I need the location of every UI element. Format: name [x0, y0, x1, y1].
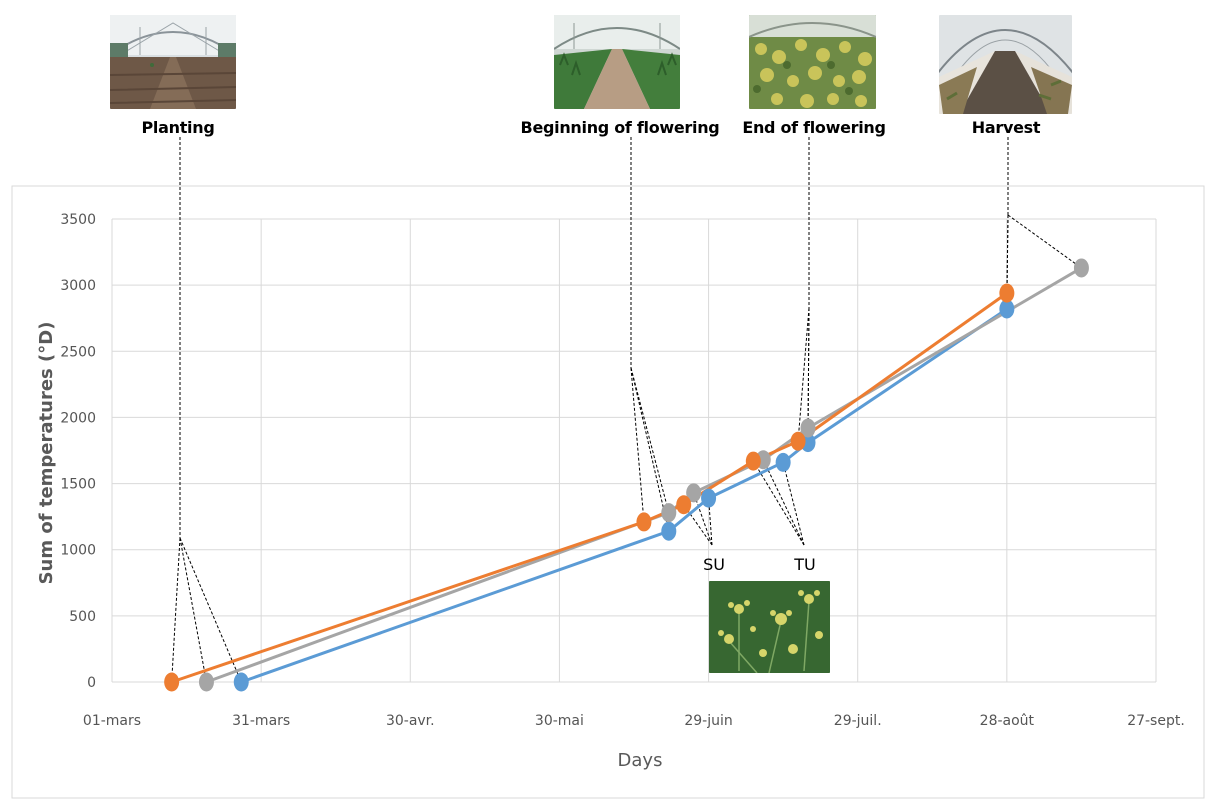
gridlines	[111, 218, 1157, 683]
y-axis-ticks: 0 500 1000 1500 2000 2500 3000 3500	[60, 212, 96, 691]
series-line-orange	[171, 291, 1008, 684]
data-point-gray	[686, 483, 702, 503]
data-point-blue	[233, 672, 249, 692]
leader-line	[693, 492, 713, 546]
series-markers	[164, 258, 1089, 692]
y-tick-label: 1500	[60, 477, 96, 493]
stage-label-harvest: Harvest	[971, 118, 1041, 137]
y-tick-label: 0	[87, 675, 96, 691]
data-point-orange	[164, 672, 180, 692]
x-tick-label: 27-sept.	[1127, 713, 1185, 729]
greenhouse-young-plants-photo	[554, 15, 680, 109]
leader-line	[797, 307, 810, 442]
x-tick-label: 31-mars	[232, 713, 290, 729]
stage-label-flowering-end: End of flowering	[742, 118, 886, 137]
data-point-gray	[198, 672, 214, 692]
data-point-blue	[999, 299, 1015, 319]
series-line-blue	[240, 307, 1008, 684]
data-point-gray	[1073, 258, 1089, 278]
greenhouse-bare-soil-photo	[110, 15, 236, 109]
leader-line	[179, 537, 207, 683]
x-axis-ticks: 01-mars 31-mars 30-avr. 30-mai 29-juin 29-jui…	[83, 713, 1185, 729]
stage-label-planting: Planting	[141, 118, 215, 137]
leader-line	[752, 460, 805, 546]
greenhouse-harvest-photo	[939, 15, 1072, 114]
x-tick-label: 29-juin	[684, 713, 732, 729]
x-tick-label: 01-mars	[83, 713, 141, 729]
data-point-orange	[999, 283, 1015, 303]
leader-line	[708, 498, 713, 546]
y-tick-label: 2000	[60, 410, 96, 426]
x-axis-title: Days	[618, 750, 663, 771]
data-point-orange	[745, 451, 761, 471]
stage-leader-lines	[171, 137, 1082, 683]
leader-line	[630, 367, 670, 532]
x-tick-label: 28-août	[980, 713, 1035, 729]
y-tick-label: 500	[69, 609, 96, 625]
greenhouse-flowering-plants-photo	[749, 15, 876, 109]
x-tick-label: 30-avr.	[386, 713, 435, 729]
group-label-tu: TU	[793, 555, 815, 574]
stage-label-flowering-start: Beginning of flowering	[520, 118, 720, 137]
leader-line	[1006, 214, 1009, 309]
y-tick-label: 1000	[60, 543, 96, 559]
leader-line	[762, 459, 805, 546]
y-axis-title: Sum of temperatures (°D)	[36, 322, 57, 585]
leader-line	[179, 537, 242, 683]
data-point-orange	[790, 431, 806, 451]
leader-line	[630, 367, 645, 522]
data-point-gray	[800, 418, 816, 438]
leader-line	[1007, 214, 1082, 269]
fennel-umbels-closeup-photo	[709, 581, 830, 673]
data-point-gray	[661, 503, 677, 523]
data-point-blue	[775, 452, 791, 472]
data-point-blue	[701, 488, 717, 508]
x-tick-label: 30-mai	[535, 713, 584, 729]
x-tick-label: 29-juil.	[834, 713, 882, 729]
group-label-su: SU	[703, 555, 725, 574]
series-line-gray	[205, 266, 1083, 684]
data-point-orange	[676, 495, 692, 515]
leader-line	[171, 537, 181, 683]
series-lines	[171, 266, 1083, 684]
leader-line	[782, 462, 805, 546]
y-tick-label: 3500	[60, 212, 96, 228]
y-tick-label: 2500	[60, 344, 96, 360]
y-tick-label: 3000	[60, 278, 96, 294]
data-point-blue	[661, 521, 677, 541]
chart-frame	[11, 185, 1205, 799]
data-point-orange	[636, 512, 652, 532]
